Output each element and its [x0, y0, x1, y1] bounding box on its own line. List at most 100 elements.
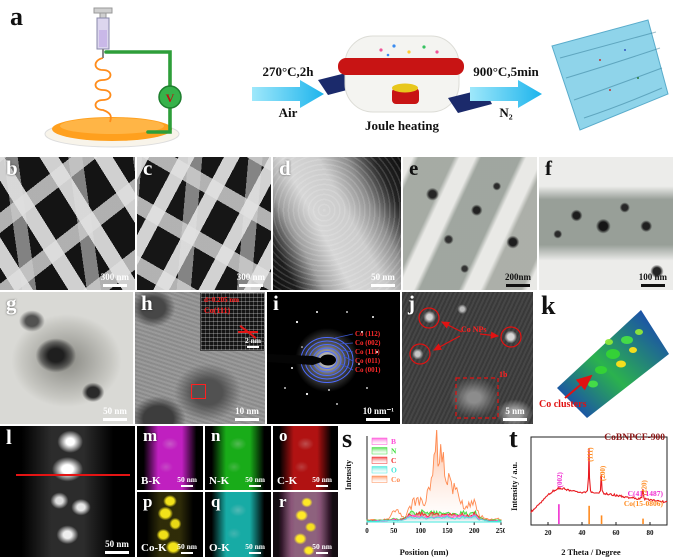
scale-bar-q: 50 nm [245, 542, 265, 554]
ring-label-3: Co (111) [355, 348, 380, 356]
s-x-axis-label: Position (nm) [399, 547, 449, 557]
scale-bar-r: 50 nm [312, 542, 332, 554]
carbon-fiber-mat [551, 19, 669, 131]
panel-label-n: n [211, 426, 221, 445]
panel-p-eds-map-Co: p Co-K 50 nm [137, 492, 203, 557]
svg-text:100: 100 [415, 527, 426, 535]
t-x-axis-label: 2 Theta / Degree [561, 547, 621, 557]
scale-bar-g: 50 nm [103, 406, 127, 421]
panel-q-eds-map-O: q O-K 50 nm [205, 492, 271, 557]
panel-a-synthesis-scheme: a V [0, 0, 673, 156]
scale-bar-p: 50 nm [177, 542, 197, 554]
scale-bar-i: 10 nm⁻¹ [363, 406, 394, 421]
lattice-plane-label: Co(111) [204, 306, 231, 315]
hrtem-lattice-inset: d=0.205 nm Co(111) 2 nm [200, 293, 264, 351]
element-label-B-K: B-K [141, 475, 161, 487]
co-clusters-arrow-icon [564, 374, 593, 399]
panel-label-s: s [342, 426, 353, 453]
scale-bar-h: 10 nm [235, 406, 259, 421]
panel-label-b: b [6, 157, 18, 180]
zoom-region-box [191, 384, 206, 399]
svg-text:0: 0 [365, 527, 369, 535]
scale-bar-h-inset: 2 nm [245, 336, 261, 348]
panel-label-r: r [279, 492, 287, 511]
svg-text:C: C [391, 456, 396, 465]
panel-h-hrtem-image: h d=0.205 nm Co(111) 2 nm 10 nm [135, 292, 265, 424]
ring-label-4: Co (011) [355, 357, 381, 365]
panel-n-eds-map-N: n N-K 50 nm [205, 426, 271, 490]
joule-heating-label: Joule heating [365, 118, 440, 133]
panel-label-t: t [509, 426, 518, 453]
element-label-Co-K: Co-K [141, 542, 167, 554]
process-arrow-icon-1 [252, 80, 324, 108]
process-arrow-icon-2 [470, 80, 542, 108]
step2-condition: 900°C,5min [473, 64, 539, 79]
circuit-wire [104, 50, 172, 134]
surface-patch [557, 310, 669, 418]
step1-condition: 270°C,2h [262, 64, 314, 79]
scale-bar-b: 300 nm [101, 272, 129, 287]
svg-text:40: 40 [579, 529, 587, 537]
svg-text:B: B [391, 437, 396, 446]
d-spacing-label: d=0.205 nm [204, 296, 240, 304]
scale-bar-l: 50 nm [105, 539, 129, 554]
panel-label-f: f [545, 157, 552, 180]
t-y-axis-label: Intensity / a.u. [510, 462, 519, 511]
svg-text:250: 250 [496, 527, 505, 535]
panel-label-i: i [273, 292, 279, 315]
panel-j-haadf-image: j Co NPs 1b 5 nm [402, 292, 533, 424]
scale-bar-e: 200nm [505, 272, 531, 287]
panel-label-e: e [409, 157, 419, 180]
svg-text:(111): (111) [587, 447, 595, 462]
scale-bar-d: 50 nm [371, 272, 395, 287]
panel-k-3d-surface: k Co clusters [535, 292, 673, 424]
panel-e-tem-image: e 200nm [403, 157, 537, 290]
panel-label-j: j [408, 292, 415, 315]
svg-text:O: O [391, 466, 397, 475]
panel-s-line-scan-chart: s Intensity 0 50 100 150 200 250 B N C O Co Positi… [341, 426, 507, 557]
panel-label-k: k [541, 292, 556, 320]
ring-label-2: Co (002) [355, 339, 381, 347]
fiber-jet-coil [94, 57, 112, 123]
panel-m-eds-map-B: m B-K 50 nm [137, 426, 203, 490]
scale-bar-c: 300 nm [237, 272, 265, 287]
panel-label-p: p [143, 492, 153, 511]
scale-bar-f: 100 nm [639, 272, 667, 287]
s-y-axis-label: Intensity [344, 460, 353, 491]
svg-text:60: 60 [613, 529, 621, 537]
ring-label-5: Co (001) [355, 366, 381, 374]
co-clusters-label: Co clusters [539, 399, 587, 410]
svg-text:20: 20 [545, 529, 553, 537]
scale-bar-j: 5 nm [503, 406, 527, 421]
panel-d-sem-image: d 50 nm [273, 157, 401, 290]
element-label-N-K: N-K [209, 475, 230, 487]
panel-label-l: l [6, 426, 12, 449]
syringe-plunger [93, 7, 113, 14]
crucible [392, 88, 419, 104]
svg-text:(002): (002) [556, 472, 564, 488]
diffraction-rings-drawing [267, 311, 378, 405]
sample-name: CoBNPCF-900 [604, 433, 665, 443]
panel-label-d: d [279, 157, 291, 180]
step2-atmosphere: N₂ [499, 105, 512, 120]
panel-label-g: g [6, 292, 17, 315]
step1-atmosphere: Air [279, 105, 298, 120]
panel-label-c: c [143, 157, 153, 180]
svg-text:80: 80 [647, 529, 655, 537]
panel-c-sem-image: c 300 nm [137, 157, 271, 290]
svg-text:(200): (200) [599, 465, 607, 481]
panel-f-tem-image: f 100 nm [539, 157, 673, 290]
box-number-label: 1b [498, 369, 508, 379]
voltage-symbol: V [166, 91, 175, 105]
svg-text:Co: Co [391, 475, 400, 484]
voltmeter-icon [158, 85, 182, 109]
panel-i-saed-pattern: i [267, 292, 400, 424]
svg-text:200: 200 [469, 527, 480, 535]
panel-label-a: a [10, 2, 23, 31]
synthesis-scheme-drawing: V 270°C,2h Air Joule heating [44, 7, 669, 148]
reference-card-C: C(41-1487) [627, 489, 663, 498]
panel-r-eds-overlay: r 50 nm [273, 492, 338, 557]
panel-b-sem-image: b 300 nm [0, 157, 135, 290]
element-label-C-K: C-K [277, 475, 298, 487]
